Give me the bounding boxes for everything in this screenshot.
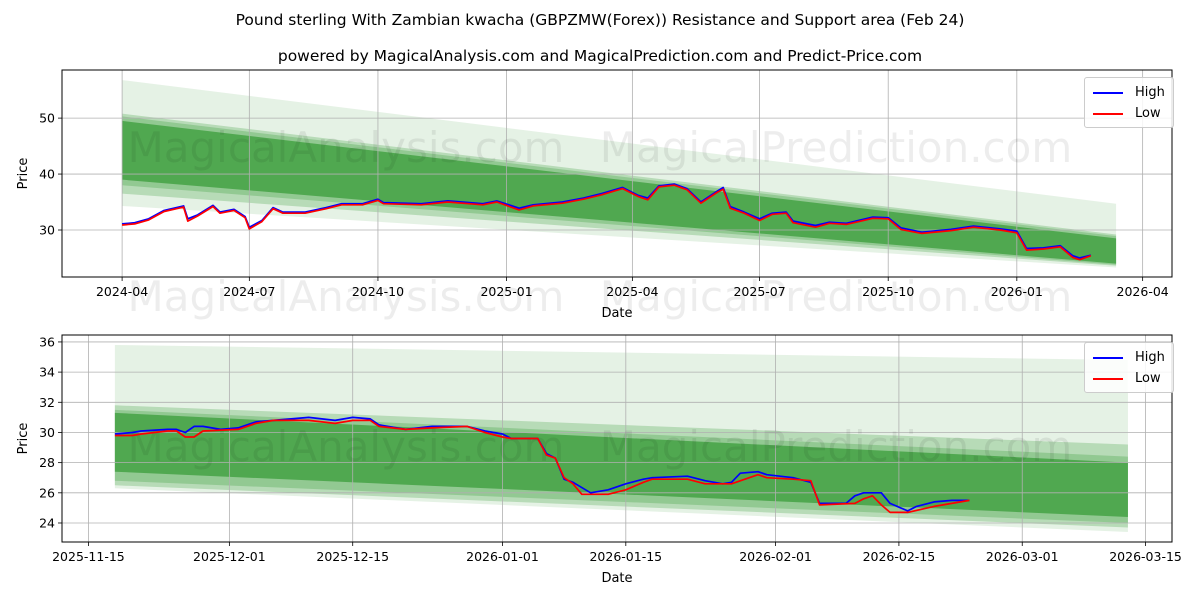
resistance-support-band-3 — [122, 116, 1117, 265]
resistance-support-band-3 — [114, 409, 1128, 523]
legend-label-low: Low — [1135, 371, 1161, 386]
legend-label-high: High — [1135, 85, 1165, 100]
legend-label-low: Low — [1135, 106, 1161, 121]
watermark-magicalanalysis: MagicalAnalysis.com — [128, 123, 565, 172]
x-tick-label: 2025-11-15 — [52, 549, 125, 564]
legend-swatch-low — [1093, 112, 1123, 115]
x-tick-label: 2024-07 — [223, 284, 275, 299]
y-axis-label: Price — [16, 423, 31, 455]
x-tick-label: 2024-10 — [352, 284, 404, 299]
y-tick-label: 50 — [39, 111, 55, 126]
resistance-support-band-4 — [122, 120, 1117, 264]
x-axis-label: Date — [601, 306, 632, 321]
resistance-support-band-1 — [114, 344, 1128, 533]
watermark-magicalprediction: MagicalPrediction.com — [600, 123, 1073, 172]
x-tick-label: 2024-04 — [96, 284, 148, 299]
legend-top: High Low — [1084, 77, 1174, 128]
series-line-low — [114, 419, 970, 514]
x-tick-label: 2026-01-01 — [466, 549, 539, 564]
legend-swatch-high — [1093, 356, 1123, 359]
x-tick-label: 2026-03-15 — [1109, 549, 1182, 564]
legend-label-high: High — [1135, 350, 1165, 365]
watermark-magicalanalysis: MagicalAnalysis.com — [128, 272, 565, 321]
x-tick-label: 2026-04 — [1117, 284, 1169, 299]
y-tick-label: 30 — [39, 425, 55, 440]
y-tick-label: 28 — [39, 455, 55, 470]
y-tick-label: 40 — [39, 167, 55, 182]
watermark-magicalprediction: MagicalPrediction.com — [600, 272, 1073, 321]
legend-item-high: High — [1093, 347, 1165, 368]
x-tick-label: 2025-04 — [606, 284, 658, 299]
x-tick-label: 2025-07 — [733, 284, 785, 299]
chart-title: Pound sterling With Zambian kwacha (GBPZ… — [235, 11, 965, 29]
y-tick-label: 30 — [39, 223, 55, 238]
y-tick-label: 24 — [39, 515, 55, 530]
legend-item-high: High — [1093, 82, 1165, 103]
series-line-high — [114, 416, 970, 512]
y-tick-label: 36 — [39, 334, 55, 349]
resistance-support-band-4 — [114, 412, 1128, 517]
watermark-magicalprediction: MagicalPrediction.com — [600, 422, 1073, 471]
y-tick-label: 26 — [39, 485, 55, 500]
legend-swatch-low — [1093, 377, 1123, 380]
legend-swatch-high — [1093, 91, 1123, 94]
y-tick-label: 34 — [39, 365, 55, 380]
x-tick-label: 2025-01 — [480, 284, 532, 299]
legend-item-low: Low — [1093, 103, 1165, 124]
x-tick-label: 2025-12-01 — [193, 549, 266, 564]
x-tick-label: 2026-02-01 — [739, 549, 812, 564]
chart-subtitle: powered by MagicalAnalysis.com and Magic… — [277, 47, 923, 65]
series-line-low — [122, 184, 1092, 261]
y-tick-label: 32 — [39, 395, 55, 410]
chart-2: 2025-11-15 2025-12-01 2025-12-15 2026-01-01… — [16, 334, 1182, 586]
x-tick-label: 2026-01 — [991, 284, 1043, 299]
watermark-magicalanalysis: MagicalAnalysis.com — [128, 422, 565, 471]
axes-frame — [61, 69, 1173, 278]
x-tick-label: 2025-12-15 — [316, 549, 389, 564]
chart-1: 2024-04 2024-07 2024-10 2025-01 2025-04 2025-… — [16, 69, 1173, 321]
x-tick-label: 2026-01-15 — [589, 549, 662, 564]
x-tick-label: 2026-03-01 — [986, 549, 1059, 564]
legend-item-low: Low — [1093, 368, 1165, 389]
axes-frame — [61, 334, 1173, 543]
x-tick-label: 2025-10 — [862, 284, 914, 299]
legend-bottom: High Low — [1084, 342, 1174, 393]
x-tick-label: 2026-02-15 — [863, 549, 936, 564]
y-axis-label: Price — [16, 158, 31, 190]
x-axis-label: Date — [601, 571, 632, 586]
